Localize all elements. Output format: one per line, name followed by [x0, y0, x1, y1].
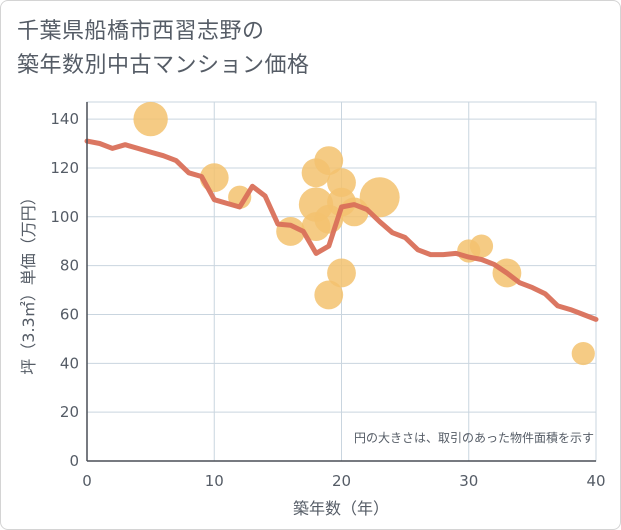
x-tick-label: 0 — [82, 472, 92, 490]
chart-title-line-1: 千葉県船橋市西習志野の — [17, 19, 265, 44]
chart-grid — [86, 101, 597, 462]
x-tick-label: 20 — [332, 472, 351, 490]
data-bubble — [359, 177, 400, 218]
x-tick-label: 10 — [205, 472, 224, 490]
chart-trend-line-group — [84, 138, 599, 322]
y-tick-label: 40 — [60, 354, 79, 372]
chart-axes — [86, 102, 596, 462]
data-bubble — [327, 258, 356, 288]
chart-annotation: 円の大きさは、取引のあった物件面積を示す — [354, 430, 594, 445]
y-tick-label: 60 — [60, 305, 79, 323]
data-bubble — [314, 280, 344, 310]
trend-line — [84, 138, 599, 322]
x-tick-label: 40 — [586, 472, 605, 490]
chart-ticks: 0 20 40 60 80 100 120 140 0 10 20 30 40 — [50, 110, 605, 490]
x-tick-label: 30 — [459, 472, 478, 490]
chart-title: 千葉県船橋市西習志野の 築年数別中古マンション価格 — [17, 15, 310, 83]
y-tick-label: 140 — [50, 110, 79, 128]
data-bubble — [314, 146, 344, 176]
y-axis-label: 坪（3.3㎡）単価（万円） — [19, 189, 38, 374]
data-bubble — [571, 341, 595, 366]
y-tick-label: 80 — [60, 257, 79, 275]
y-tick-label: 120 — [50, 159, 79, 177]
x-axis-label: 築年数（年） — [293, 499, 389, 518]
chart-bubbles — [133, 101, 595, 366]
y-tick-label: 0 — [69, 452, 79, 470]
y-tick-label: 20 — [60, 403, 79, 421]
y-tick-label: 100 — [50, 208, 79, 226]
chart-title-line-2: 築年数別中古マンション価格 — [17, 53, 310, 78]
data-bubble — [133, 101, 168, 137]
data-bubble — [469, 234, 494, 258]
